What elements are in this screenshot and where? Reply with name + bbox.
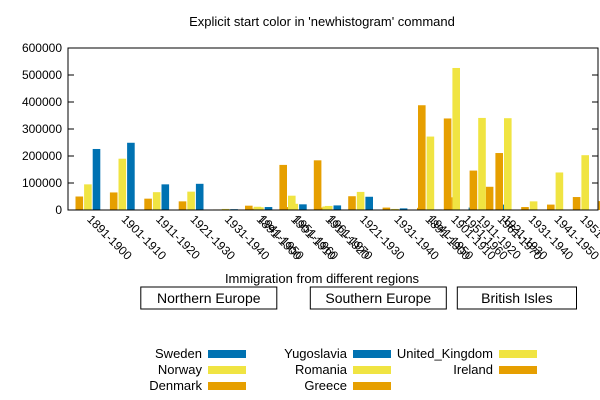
bar-greece-1961-1970 [485, 186, 494, 210]
y-tick-label: 200000 [22, 149, 62, 163]
y-tick-label: 300000 [22, 122, 62, 136]
legend-swatch [499, 366, 537, 374]
group-label-box [309, 286, 447, 310]
bar-united-kingdom-1921-1930 [504, 118, 512, 210]
bar-ireland-1901-1910 [443, 118, 452, 210]
bar-norway-1921-1930 [187, 191, 195, 210]
bar-yugoslavia-1931-1940 [399, 208, 408, 210]
group-labels: Northern Europe Southern Europe British Is… [140, 286, 577, 310]
bar-united-kingdom-1891-1900 [426, 136, 435, 210]
bar-greece-1911-1920 [313, 160, 322, 210]
bar-ireland-1931-1940 [521, 207, 529, 210]
bar-romania-1891-1900 [253, 206, 262, 210]
legend-label: Denmark [149, 378, 202, 393]
bar-norway-1901-1910 [118, 158, 127, 210]
bar-yugoslavia-1921-1930 [365, 196, 373, 210]
y-tick-label: 100000 [22, 176, 62, 190]
bar-sweden-1911-1920 [161, 184, 170, 210]
bar-united-kingdom-1951-1960 [581, 155, 589, 210]
bar-denmark-1901-1910 [109, 192, 118, 210]
bar-united-kingdom-1931-1940 [529, 201, 538, 210]
y-tick-label: 400000 [22, 95, 62, 109]
chart-title: Explicit start color in 'newhistogram' c… [189, 14, 455, 29]
bar-sweden-1951-1960 [299, 204, 307, 210]
legend-label: Romania [295, 362, 348, 377]
bar-romania-1921-1930 [356, 191, 365, 210]
legend-label: Greece [304, 378, 347, 393]
x-tick-labels: 1891-19001901-19101911-19201921-19301931… [84, 212, 600, 263]
bar-greece-1931-1940 [382, 207, 391, 210]
bar-denmark-1891-1900 [75, 196, 84, 210]
bar-norway-1891-1900 [84, 184, 92, 210]
bar-ireland-1921-1930 [495, 153, 503, 210]
bar-romania-1911-1920 [322, 206, 330, 210]
bar-greece-1901-1910 [279, 164, 287, 210]
bar-ireland-1941-1950 [547, 204, 555, 210]
group-label-box [140, 286, 278, 310]
y-tick-label: 600000 [22, 41, 62, 55]
bar-norway-1911-1920 [152, 192, 161, 210]
bar-ireland-1911-1920 [469, 170, 478, 210]
bar-united-kingdom-1911-1920 [478, 117, 486, 210]
bar-greece-1891-1900 [245, 205, 253, 210]
plot-frame [67, 47, 599, 211]
bar-denmark-1921-1930 [178, 201, 187, 210]
legend-label: Ireland [453, 362, 493, 377]
y-tick-label: 500000 [22, 68, 62, 82]
bar-denmark-1911-1920 [144, 198, 152, 210]
legend-label: Sweden [155, 346, 202, 361]
bar-united-kingdom-1901-1910 [452, 67, 460, 210]
legend-swatch [499, 350, 537, 358]
bar-sweden-1901-1910 [127, 142, 135, 210]
y-axis: 0 100000 200000 300000 400000 500000 600000 [22, 41, 598, 217]
group-label: Northern Europe [157, 290, 261, 306]
bar-sweden-1891-1900 [92, 148, 101, 210]
legend-swatch [208, 350, 246, 358]
bar-romania-1931-1940 [391, 208, 399, 210]
bar-ireland-1951-1960 [572, 197, 581, 210]
legend-swatch [353, 350, 391, 358]
y-tick-label: 0 [55, 203, 62, 217]
group-label: Southern Europe [325, 290, 431, 306]
legend-label: Norway [158, 362, 203, 377]
legend-swatch [208, 366, 246, 374]
bar-romania-1901-1910 [288, 195, 296, 210]
legend-swatch [353, 382, 391, 390]
group-label-box [456, 286, 577, 310]
bar-ireland-1961-1970 [598, 201, 600, 210]
legend-swatch [353, 366, 391, 374]
bar-ireland-1891-1900 [418, 105, 426, 210]
x-axis-label: Immigration from different regions [225, 271, 420, 286]
bars [75, 67, 600, 210]
bar-norway-1931-1940 [221, 208, 230, 210]
bar-sweden-1941-1950 [264, 207, 273, 210]
legend-label: United_Kingdom [397, 346, 493, 361]
bar-sweden-1921-1930 [195, 183, 204, 210]
bar-united-kingdom-1941-1950 [555, 172, 564, 210]
bar-sweden-1961-1970 [333, 205, 342, 210]
legend-swatch [208, 382, 246, 390]
group-label: British Isles [481, 290, 553, 306]
bar-greece-1921-1930 [348, 196, 356, 210]
legend-label: Yugoslavia [284, 346, 348, 361]
